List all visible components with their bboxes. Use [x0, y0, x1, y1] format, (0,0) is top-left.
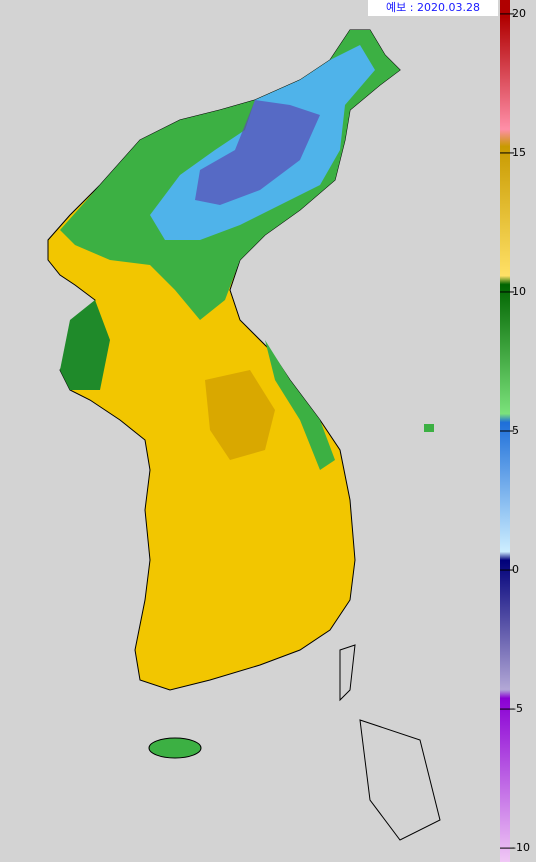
east-green-area	[265, 340, 335, 470]
colorbar-tick-label: 5	[512, 424, 519, 437]
colorbar-tick-label: -5	[512, 702, 523, 715]
north-cold-area	[195, 100, 320, 205]
colorbar-tick-label: 15	[512, 146, 526, 159]
colorbar-tick-label: -10	[512, 841, 530, 854]
west-green-area	[60, 300, 110, 390]
ulleung-island	[424, 424, 434, 432]
colorbar-tick-label: 0	[512, 563, 519, 576]
japan-coast	[339, 644, 441, 841]
jeju-island	[148, 737, 202, 759]
colorbar-tick-label: 20	[512, 7, 526, 20]
colorbar-tick-label: 10	[512, 285, 526, 298]
forecast-date: 예보 : 2020.03.28	[368, 0, 498, 16]
central-warm-area	[205, 370, 275, 460]
